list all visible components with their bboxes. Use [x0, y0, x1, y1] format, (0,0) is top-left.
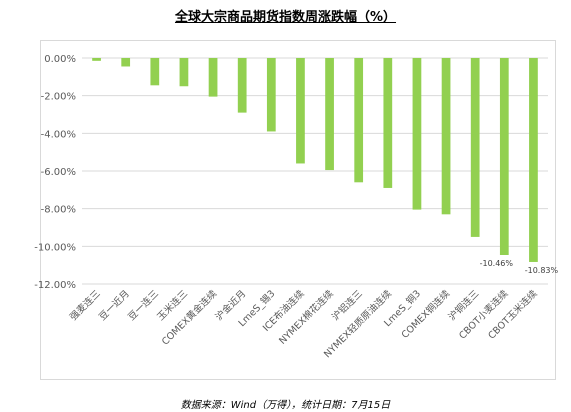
source-note: 数据来源：Wind（万得），统计日期：7月15日 — [180, 400, 391, 411]
y-tick-label: -10.00% — [34, 242, 76, 253]
data-label: -10.83% — [525, 266, 559, 275]
x-tick-label: 豆一连三 — [126, 288, 161, 323]
bar — [499, 58, 509, 255]
y-tick-label: 0.00% — [44, 54, 76, 65]
bar — [470, 58, 480, 237]
chart-frame — [40, 40, 556, 380]
bar — [150, 58, 160, 86]
x-tick-label: CBOT小麦连续 — [457, 287, 511, 341]
x-tick-label: 豆一近月 — [96, 288, 131, 323]
bar — [529, 58, 538, 262]
bar — [412, 58, 422, 210]
y-tick-label: -2.00% — [41, 92, 76, 103]
bar — [266, 58, 276, 132]
x-tick-label: 强麦连三 — [67, 288, 102, 323]
bar — [296, 58, 305, 164]
bar — [354, 58, 364, 183]
y-tick-label: -8.00% — [41, 205, 76, 216]
bar — [208, 58, 218, 97]
bar — [92, 58, 101, 61]
y-tick-label: -6.00% — [41, 167, 76, 178]
data-label: -10.46% — [480, 259, 514, 268]
x-tick-label: CBOT玉米连续 — [486, 287, 540, 341]
bar — [121, 58, 131, 67]
chart-title: 全球大宗商品期货指数周涨跌幅（%） — [174, 10, 397, 25]
bar — [325, 58, 334, 171]
y-tick-label: -4.00% — [41, 129, 76, 140]
bar — [441, 58, 451, 215]
bar — [179, 58, 189, 87]
y-tick-label: -12.00% — [34, 280, 76, 291]
bar — [237, 58, 247, 113]
bar — [383, 58, 393, 188]
